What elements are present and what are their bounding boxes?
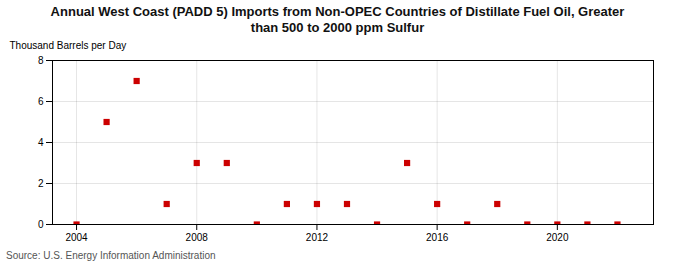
svg-text:Thousand Barrels per Day: Thousand Barrels per Day — [10, 40, 127, 51]
svg-text:2004: 2004 — [65, 232, 88, 243]
html-text:Source: U.S. Energy Informatio: Source: U.S. Energy Information Administ… — [6, 250, 216, 261]
html-text:Annual West Coast (PADD 5) Imp: Annual West Coast (PADD 5) Imports from … — [50, 4, 625, 35]
svg-text:2: 2 — [38, 178, 44, 189]
svg-text:8: 8 — [38, 55, 44, 66]
svg-text:4: 4 — [38, 137, 44, 148]
svg-text:0: 0 — [38, 219, 44, 230]
svg-text:2016: 2016 — [426, 232, 449, 243]
svg-text:6: 6 — [38, 96, 44, 107]
svg-text:2020: 2020 — [546, 232, 569, 243]
svg-text:2008: 2008 — [186, 232, 209, 243]
svg-text:2012: 2012 — [306, 232, 329, 243]
